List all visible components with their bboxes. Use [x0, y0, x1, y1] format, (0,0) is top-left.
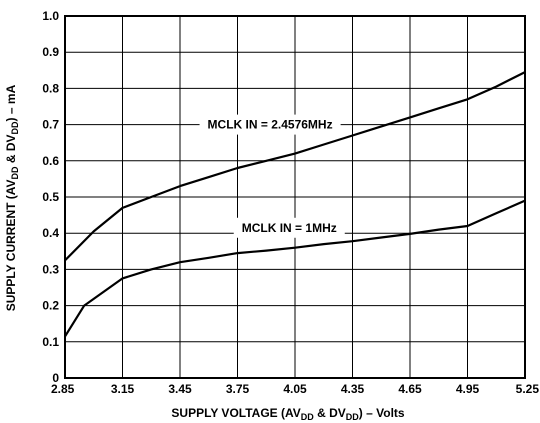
y-tick-label: 1.0 [42, 9, 59, 23]
x-tick-label: 5.25 [516, 382, 540, 396]
series-label: MCLK IN = 1MHz [242, 221, 337, 235]
plot-frame [64, 15, 526, 379]
y-tick-label: 0.6 [42, 154, 59, 168]
y-tick-label: 0.2 [42, 299, 59, 313]
y-tick-labels: 0 0.1 0.2 0.3 0.4 0.5 0.6 0.7 0.8 0.9 1.0 [42, 9, 59, 385]
x-tick-label: 3.75 [226, 382, 250, 396]
y-tick-label: 0.4 [42, 226, 59, 240]
y-tick-label: 0.3 [42, 262, 59, 276]
y-tick-label: 0.1 [42, 335, 59, 349]
x-tick-label: 4.35 [341, 382, 365, 396]
series-lines [64, 71, 526, 337]
y-axis-title: SUPPLY CURRENT (AVDD & DVDD) – mA [4, 84, 20, 311]
x-tick-label: 3.15 [111, 382, 135, 396]
x-tick-label: 3.45 [168, 382, 192, 396]
y-tick-label: 0.7 [42, 118, 59, 132]
series-line [64, 199, 526, 337]
y-tick-label: 0.8 [42, 81, 59, 95]
grid-lines [64, 15, 526, 379]
series-label: MCLK IN = 2.4576MHz [208, 118, 333, 132]
x-tick-labels: 2.85 3.15 3.45 3.75 4.05 4.35 4.65 4.95 5.25 [51, 382, 539, 396]
series-labels: MCLK IN = 2.4576MHz MCLK IN = 1MHz [199, 114, 345, 238]
x-tick-label: 4.05 [283, 382, 307, 396]
y-tick-label: 0 [52, 371, 59, 385]
y-tick-label: 0.5 [42, 190, 59, 204]
x-tick-label: 4.95 [456, 382, 480, 396]
y-tick-label: 0.9 [42, 45, 59, 59]
series-label-background [233, 217, 345, 238]
x-axis-title: SUPPLY VOLTAGE (AVDD & DVDD) – Volts [171, 406, 404, 422]
series-line [64, 71, 526, 262]
series-label-background [199, 114, 341, 135]
x-tick-label: 2.85 [51, 382, 75, 396]
x-tick-label: 4.65 [398, 382, 422, 396]
